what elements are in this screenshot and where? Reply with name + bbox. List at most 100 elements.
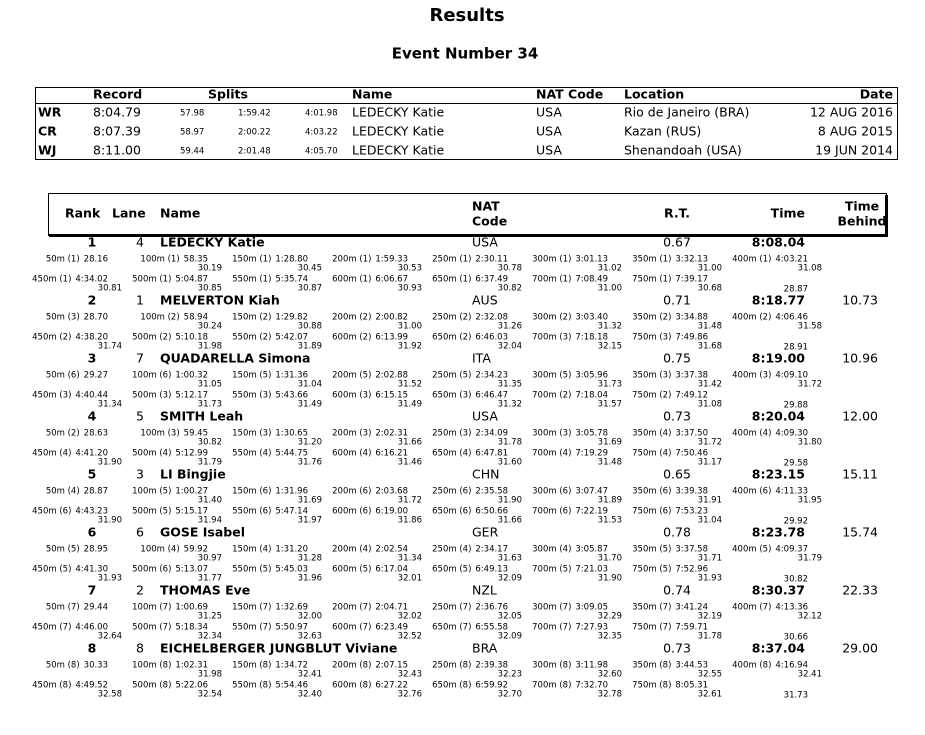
record-date: 12 AUG 2016 xyxy=(810,105,893,120)
split-lap: 32.70 xyxy=(498,690,522,700)
split-lap: 31.93 xyxy=(98,574,122,584)
lane: 4 xyxy=(136,235,144,250)
split-time: 2:02.88 xyxy=(375,371,408,381)
split-time: 7:08.49 xyxy=(575,275,608,285)
split-lap: 32.58 xyxy=(98,690,122,700)
time-behind: 29.00 xyxy=(842,641,878,656)
split-lap: 31.98 xyxy=(198,670,222,680)
record-time: 8:07.39 xyxy=(93,124,141,139)
split-time: 4:06.46 xyxy=(775,313,808,323)
split-label: 500m (4) xyxy=(132,449,171,459)
split-lap: 31.72 xyxy=(798,380,822,390)
split-lap: 31.26 xyxy=(498,322,522,332)
split-label: 50m (8) xyxy=(46,661,80,671)
split-lap: 31.04 xyxy=(698,516,722,526)
split-time: 1:00.27 xyxy=(175,487,208,497)
split-time: 4:16.94 xyxy=(775,661,808,671)
split-label: 550m (7) xyxy=(232,623,271,633)
split-lap: 31.46 xyxy=(398,458,422,468)
split-label: 300m (7) xyxy=(532,603,571,613)
split-label: 650m (2) xyxy=(432,333,471,343)
record-type: WJ xyxy=(38,143,56,158)
split-label: 750m (5) xyxy=(632,565,671,575)
split-label: 450m (5) xyxy=(32,565,71,575)
split-time: 59.92 xyxy=(184,545,208,555)
split-time: 6:49.13 xyxy=(475,565,508,575)
split-label: 400m (5) xyxy=(732,545,771,555)
split-label: 400m (7) xyxy=(732,603,771,613)
split-lap: 32.05 xyxy=(498,612,522,622)
split-time: 5:22.06 xyxy=(175,681,208,691)
split-lap: 31.52 xyxy=(398,380,422,390)
split-label: 250m (1) xyxy=(432,255,471,265)
split-time: 3:37.50 xyxy=(675,429,708,439)
split-label: 300m (8) xyxy=(532,661,571,671)
record-location: Rio de Janeiro (BRA) xyxy=(624,105,749,120)
rank: 1 xyxy=(88,235,97,250)
split-label: 650m (8) xyxy=(432,681,471,691)
split-label: 100m (4) xyxy=(140,545,179,555)
results-header-shadow xyxy=(49,234,887,237)
final-lap: 29.88 xyxy=(784,401,808,411)
record-name: LEDECKY Katie xyxy=(352,105,444,120)
split-time: 2:02.54 xyxy=(375,545,408,555)
split-lap: 31.00 xyxy=(398,322,422,332)
split-time: 5:44.75 xyxy=(275,449,308,459)
split-lap: 31.72 xyxy=(698,438,722,448)
split-label: 50m (4) xyxy=(46,487,80,497)
split-time: 4:41.30 xyxy=(75,565,108,575)
split-time: 5:45.03 xyxy=(275,565,308,575)
split-time: 4:43.23 xyxy=(75,507,108,517)
split-time: 29.27 xyxy=(84,371,108,381)
split-time: 29.44 xyxy=(84,603,108,613)
split-lap: 31.60 xyxy=(498,458,522,468)
split-time: 6:19.00 xyxy=(375,507,408,517)
split-lap: 31.92 xyxy=(398,342,422,352)
split-label: 700m (1) xyxy=(532,275,571,285)
split-time: 5:42.07 xyxy=(275,333,308,343)
split-time: 7:22.19 xyxy=(575,507,608,517)
final-time: 8:19.00 xyxy=(752,351,806,366)
split-label: 350m (5) xyxy=(632,545,671,555)
split-lap: 31.80 xyxy=(798,438,822,448)
split-label: 200m (4) xyxy=(332,545,371,555)
split-lap: 31.91 xyxy=(698,496,722,506)
split-lap: 30.45 xyxy=(298,264,322,274)
col-name: Name xyxy=(160,206,200,221)
final-time: 8:20.04 xyxy=(752,409,806,424)
split-lap: 31.66 xyxy=(498,516,522,526)
split-lap: 32.61 xyxy=(698,690,722,700)
split-lap: 31.57 xyxy=(598,400,622,410)
split-time: 4:11.33 xyxy=(775,487,808,497)
split-lap: 32.09 xyxy=(498,574,522,584)
split-lap: 32.64 xyxy=(98,632,122,642)
split-lap: 31.94 xyxy=(198,516,222,526)
split-lap: 31.32 xyxy=(598,322,622,332)
split-label: 150m (6) xyxy=(232,487,271,497)
split-time: 7:59.71 xyxy=(675,623,708,633)
split-time: 1:31.36 xyxy=(275,371,308,381)
split-label: 700m (6) xyxy=(532,507,571,517)
split-time: 28.95 xyxy=(84,545,108,555)
split-label: 350m (7) xyxy=(632,603,671,613)
split-time: 6:46.03 xyxy=(475,333,508,343)
rank: 2 xyxy=(88,293,97,308)
split-time: 1:34.72 xyxy=(275,661,308,671)
nat: AUS xyxy=(472,293,498,308)
split-label: 100m (5) xyxy=(132,487,171,497)
split-label: 200m (7) xyxy=(332,603,371,613)
split-label: 250m (7) xyxy=(432,603,471,613)
split-lap: 31.96 xyxy=(298,574,322,584)
split-time: 1:00.32 xyxy=(175,371,208,381)
split-label: 700m (7) xyxy=(532,623,571,633)
lane: 5 xyxy=(136,409,144,424)
final-lap: 28.91 xyxy=(784,343,808,353)
split-lap: 31.53 xyxy=(598,516,622,526)
split-label: 550m (1) xyxy=(232,275,271,285)
split-time: 7:18.18 xyxy=(575,333,608,343)
split-label: 650m (7) xyxy=(432,623,471,633)
split-lap: 32.35 xyxy=(598,632,622,642)
split-time: 4:41.20 xyxy=(75,449,108,459)
split-label: 550m (2) xyxy=(232,333,271,343)
split-time: 4:34.02 xyxy=(75,275,108,285)
